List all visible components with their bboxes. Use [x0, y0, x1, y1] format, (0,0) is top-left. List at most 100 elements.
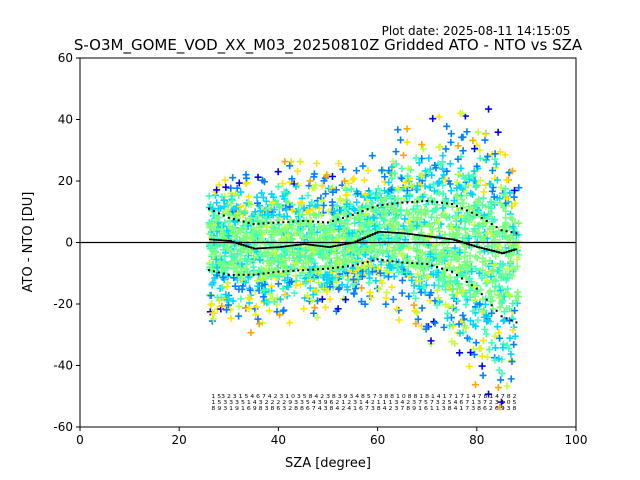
scatter-point	[255, 320, 263, 328]
scatter-point	[286, 319, 294, 327]
scatter-point	[495, 366, 503, 374]
lower-band-dots	[257, 273, 260, 276]
scatter-point	[440, 323, 448, 331]
y-tick-label: 40	[58, 113, 73, 127]
scatter-point	[303, 241, 311, 249]
upper-band-dots	[227, 216, 230, 219]
scatter-point	[479, 337, 487, 345]
scatter-point	[246, 295, 254, 303]
lower-band-dots	[436, 266, 439, 269]
scatter-point	[381, 195, 389, 203]
scatter-point	[314, 246, 322, 254]
scatter-point	[465, 218, 473, 226]
scatter-point	[470, 167, 478, 175]
scatter-point	[320, 284, 328, 292]
scatter-point	[300, 259, 308, 267]
y-tick-label: -40	[53, 359, 73, 373]
lower-band-dots	[426, 263, 429, 266]
scatter-point	[378, 207, 386, 215]
scatter-point	[398, 165, 406, 173]
scatter-point	[259, 293, 267, 301]
upper-band-dots	[361, 210, 364, 213]
lower-band-dots	[312, 268, 315, 271]
upper-band-dots	[421, 200, 424, 203]
scatter-point	[276, 295, 284, 303]
scatter-point	[290, 289, 298, 297]
scatter-point	[403, 187, 411, 195]
scatter-point	[235, 179, 243, 187]
scatter-point	[239, 222, 247, 230]
scatter-point	[485, 390, 493, 398]
upper-band-dots	[327, 221, 329, 224]
scatter-point	[302, 247, 310, 255]
scatter-point	[338, 248, 346, 256]
scatter-point	[425, 154, 433, 162]
upper-band-dots	[351, 213, 354, 216]
scatter-point	[491, 240, 499, 248]
scatter-point	[208, 261, 216, 269]
scatter-point	[439, 204, 447, 212]
scatter-point	[414, 315, 422, 323]
scatter-point	[212, 249, 220, 257]
upper-band-dots	[475, 213, 478, 216]
scatter-point	[488, 309, 496, 317]
scatter-point	[420, 218, 428, 226]
scatter-point	[228, 197, 236, 205]
upper-band-dots	[505, 230, 508, 233]
scatter-points	[205, 105, 523, 411]
scatter-point	[220, 196, 228, 204]
scatter-point	[402, 192, 410, 200]
scatter-point	[345, 229, 353, 237]
lower-band-dots	[356, 263, 359, 266]
lower-band-dots	[302, 269, 305, 272]
upper-band-dots	[341, 216, 344, 219]
scatter-point	[470, 201, 478, 209]
scatter-point	[242, 264, 250, 272]
x-tick-label: 0	[76, 433, 84, 447]
scatter-point	[447, 187, 455, 195]
scatter-point	[454, 297, 462, 305]
scatter-point	[496, 291, 504, 299]
scatter-point	[456, 263, 464, 271]
scatter-point	[256, 207, 264, 215]
upper-band-dots	[336, 218, 339, 221]
scatter-point	[284, 231, 292, 239]
scatter-point	[430, 219, 438, 227]
scatter-point	[457, 204, 465, 212]
scatter-point	[488, 339, 496, 347]
scatter-point	[415, 159, 423, 167]
scatter-point	[286, 279, 294, 287]
scatter-point	[479, 266, 487, 274]
scatter-point	[483, 229, 491, 237]
scatter-point	[262, 205, 270, 213]
scatter-point	[286, 203, 294, 211]
scatter-point	[349, 176, 357, 184]
scatter-point	[386, 217, 394, 225]
scatter-point	[398, 276, 406, 284]
scatter-point	[459, 172, 467, 180]
scatter-point	[442, 145, 450, 153]
scatter-point	[260, 178, 268, 186]
scatter-point	[435, 179, 443, 187]
scatter-point	[476, 300, 484, 308]
scatter-point	[456, 170, 464, 178]
upper-band-dots	[465, 209, 468, 212]
scatter-point	[417, 288, 425, 296]
scatter-point	[353, 231, 361, 239]
scatter-point	[431, 319, 439, 327]
scatter-point	[310, 275, 318, 283]
scatter-point	[355, 226, 363, 234]
scatter-point	[351, 285, 359, 293]
scatter-point	[355, 250, 363, 258]
scatter-point	[296, 272, 304, 280]
scatter-point	[410, 282, 418, 290]
scatter-point	[256, 249, 264, 257]
scatter-point	[380, 217, 388, 225]
scatter-point	[286, 162, 294, 170]
scatter-point	[441, 197, 449, 205]
scatter-point	[456, 248, 464, 256]
scatter-point	[388, 283, 396, 291]
scatter-point	[266, 290, 274, 298]
upper-band-dots	[381, 203, 384, 206]
scatter-point	[467, 278, 475, 286]
